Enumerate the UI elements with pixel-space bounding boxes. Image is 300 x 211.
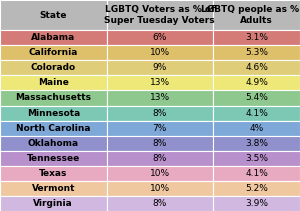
- Bar: [0, 30, 106, 45]
- Bar: [0, 181, 106, 196]
- Text: 8%: 8%: [153, 199, 167, 208]
- Bar: [106, 196, 213, 211]
- Bar: [106, 0, 213, 30]
- Bar: [0, 106, 106, 120]
- Bar: [213, 30, 300, 45]
- Bar: [106, 30, 213, 45]
- Text: LGBTQ Voters as % of
Super Tuesday Voters: LGBTQ Voters as % of Super Tuesday Voter…: [104, 5, 215, 25]
- Text: 10%: 10%: [150, 48, 170, 57]
- Bar: [213, 136, 300, 151]
- Text: 5.2%: 5.2%: [245, 184, 268, 193]
- Bar: [106, 75, 213, 91]
- Bar: [106, 91, 213, 106]
- Text: Texas: Texas: [39, 169, 68, 178]
- Bar: [0, 151, 106, 166]
- Text: 6%: 6%: [153, 33, 167, 42]
- Bar: [213, 91, 300, 106]
- Text: 13%: 13%: [150, 78, 170, 87]
- Bar: [106, 181, 213, 196]
- Bar: [106, 45, 213, 60]
- Text: 5.3%: 5.3%: [245, 48, 268, 57]
- Text: 4%: 4%: [249, 124, 264, 133]
- Text: 10%: 10%: [150, 169, 170, 178]
- Text: 5.4%: 5.4%: [245, 93, 268, 103]
- Text: 4.9%: 4.9%: [245, 78, 268, 87]
- Bar: [213, 75, 300, 91]
- Bar: [106, 151, 213, 166]
- Text: 8%: 8%: [153, 154, 167, 163]
- Bar: [0, 0, 106, 30]
- Text: 7%: 7%: [153, 124, 167, 133]
- Text: 8%: 8%: [153, 139, 167, 148]
- Bar: [213, 45, 300, 60]
- Bar: [213, 120, 300, 136]
- Text: 4.6%: 4.6%: [245, 63, 268, 72]
- Bar: [106, 60, 213, 75]
- Text: Virginia: Virginia: [33, 199, 73, 208]
- Bar: [213, 151, 300, 166]
- Text: 8%: 8%: [153, 108, 167, 118]
- Text: 3.8%: 3.8%: [245, 139, 268, 148]
- Bar: [106, 120, 213, 136]
- Text: 4.1%: 4.1%: [245, 169, 268, 178]
- Text: Oklahoma: Oklahoma: [28, 139, 79, 148]
- Text: 3.5%: 3.5%: [245, 154, 268, 163]
- Bar: [213, 196, 300, 211]
- Bar: [213, 60, 300, 75]
- Text: California: California: [28, 48, 78, 57]
- Text: 9%: 9%: [153, 63, 167, 72]
- Text: Tennessee: Tennessee: [27, 154, 80, 163]
- Bar: [213, 0, 300, 30]
- Text: 4.1%: 4.1%: [245, 108, 268, 118]
- Bar: [106, 136, 213, 151]
- Text: Vermont: Vermont: [32, 184, 75, 193]
- Text: 3.1%: 3.1%: [245, 33, 268, 42]
- Text: Colorado: Colorado: [31, 63, 76, 72]
- Text: 13%: 13%: [150, 93, 170, 103]
- Bar: [0, 136, 106, 151]
- Bar: [213, 181, 300, 196]
- Bar: [213, 106, 300, 120]
- Text: 10%: 10%: [150, 184, 170, 193]
- Bar: [0, 60, 106, 75]
- Text: Minnesota: Minnesota: [27, 108, 80, 118]
- Bar: [106, 166, 213, 181]
- Text: Massachusetts: Massachusetts: [15, 93, 91, 103]
- Bar: [106, 106, 213, 120]
- Text: Alabama: Alabama: [31, 33, 75, 42]
- Bar: [0, 120, 106, 136]
- Bar: [0, 196, 106, 211]
- Bar: [213, 166, 300, 181]
- Bar: [0, 91, 106, 106]
- Text: State: State: [40, 11, 67, 20]
- Bar: [0, 166, 106, 181]
- Text: 3.9%: 3.9%: [245, 199, 268, 208]
- Bar: [0, 75, 106, 91]
- Text: North Carolina: North Carolina: [16, 124, 91, 133]
- Text: LGBTQ people as % of
Adults: LGBTQ people as % of Adults: [201, 5, 300, 25]
- Bar: [0, 45, 106, 60]
- Text: Maine: Maine: [38, 78, 69, 87]
